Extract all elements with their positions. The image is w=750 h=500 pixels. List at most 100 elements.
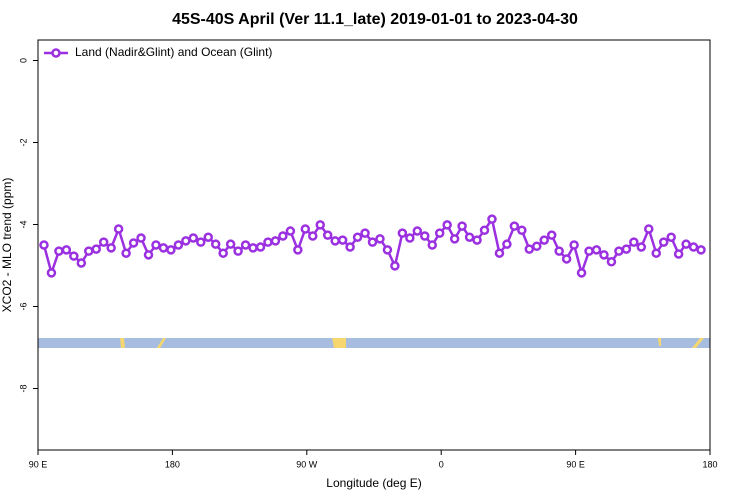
data-point (143, 250, 154, 260)
data-point (308, 231, 318, 241)
data-point (561, 254, 572, 264)
data-point (397, 228, 408, 238)
data-point (84, 246, 94, 256)
data-point (614, 246, 624, 256)
data-point (39, 240, 49, 250)
data-point (390, 261, 400, 271)
data-point (240, 240, 251, 250)
data-point (285, 226, 296, 236)
data-point (61, 245, 72, 255)
x-tick-label: 90 W (296, 459, 318, 469)
data-point (599, 250, 609, 260)
data-point (546, 230, 557, 240)
data-point (375, 234, 385, 244)
data-point (576, 268, 587, 278)
data-point (367, 237, 378, 247)
data-point (278, 231, 288, 241)
data-point (345, 242, 355, 252)
data-point (225, 239, 236, 249)
data-point (315, 220, 325, 230)
y-tick-label: -2 (18, 138, 28, 146)
data-point (322, 230, 333, 240)
data-point (360, 228, 370, 238)
data-point (449, 234, 460, 244)
data-point (681, 239, 691, 249)
data-point (517, 225, 527, 235)
x-tick-label: 0 (439, 459, 444, 469)
data-point (113, 224, 124, 234)
data-point (46, 268, 57, 278)
data-point (382, 245, 393, 255)
data-point (412, 226, 423, 236)
data-point (464, 232, 475, 242)
data-point (218, 248, 228, 258)
data-point (98, 237, 109, 247)
data-point (434, 228, 445, 238)
data-point (696, 245, 706, 255)
x-tick-label: 90 E (566, 459, 585, 469)
x-tick-label: 180 (165, 459, 180, 469)
data-point (629, 237, 639, 247)
data-point (673, 249, 684, 259)
data-point (263, 237, 273, 247)
data-point (76, 258, 87, 268)
data-point (352, 232, 363, 242)
x-axis-label: Longitude (deg E) (326, 476, 421, 490)
data-point (502, 239, 512, 249)
data-point (210, 239, 221, 249)
data-point (666, 232, 676, 242)
y-tick-label: -6 (18, 302, 28, 310)
y-tick-label: 0 (18, 58, 28, 63)
data-point (636, 242, 647, 252)
data-point (487, 214, 497, 224)
data-point (188, 233, 199, 243)
data-point (509, 221, 520, 231)
legend-marker (51, 48, 61, 58)
chart-title: 45S-40S April (Ver 11.1_late) 2019-01-01… (172, 11, 578, 28)
data-point (494, 248, 505, 258)
data-point (427, 240, 437, 250)
data-point (300, 224, 311, 234)
data-point (166, 245, 176, 255)
data-point (554, 246, 564, 256)
data-point (196, 237, 206, 247)
data-point (181, 236, 191, 246)
data-point (248, 243, 258, 253)
data-point (270, 236, 281, 246)
data-point (255, 242, 266, 252)
data-point (591, 245, 602, 255)
data-point (151, 240, 161, 250)
land-mask-strip (38, 338, 710, 348)
x-tick-label: 90 E (29, 459, 48, 469)
data-point (442, 220, 452, 230)
data-point (606, 257, 617, 267)
plot-frame (37, 39, 711, 451)
data-point (479, 225, 490, 235)
legend-label: Land (Nadir&Glint) and Ocean (Glint) (75, 45, 272, 59)
data-point (524, 244, 535, 254)
data-point (203, 232, 213, 242)
data-point (472, 235, 482, 245)
data-point (420, 231, 430, 241)
data-point (121, 248, 131, 258)
data-point (158, 243, 169, 253)
data-point (651, 248, 661, 258)
data-point (128, 238, 139, 248)
data-point (136, 233, 146, 243)
data-point (106, 243, 116, 253)
data-point (54, 246, 64, 256)
data-point (293, 245, 303, 255)
data-point (539, 235, 549, 245)
data-point (457, 221, 467, 231)
data-point (91, 244, 101, 254)
data-point (69, 251, 79, 261)
data-point (569, 240, 579, 250)
y-tick-label: -8 (18, 384, 28, 392)
data-point (173, 240, 184, 250)
x-tick-label: 180 (702, 459, 717, 469)
y-tick-label: -4 (18, 220, 28, 228)
data-point (688, 242, 699, 252)
y-axis-label: XCO2 - MLO trend (ppm) (0, 178, 14, 313)
data-point (337, 235, 348, 245)
